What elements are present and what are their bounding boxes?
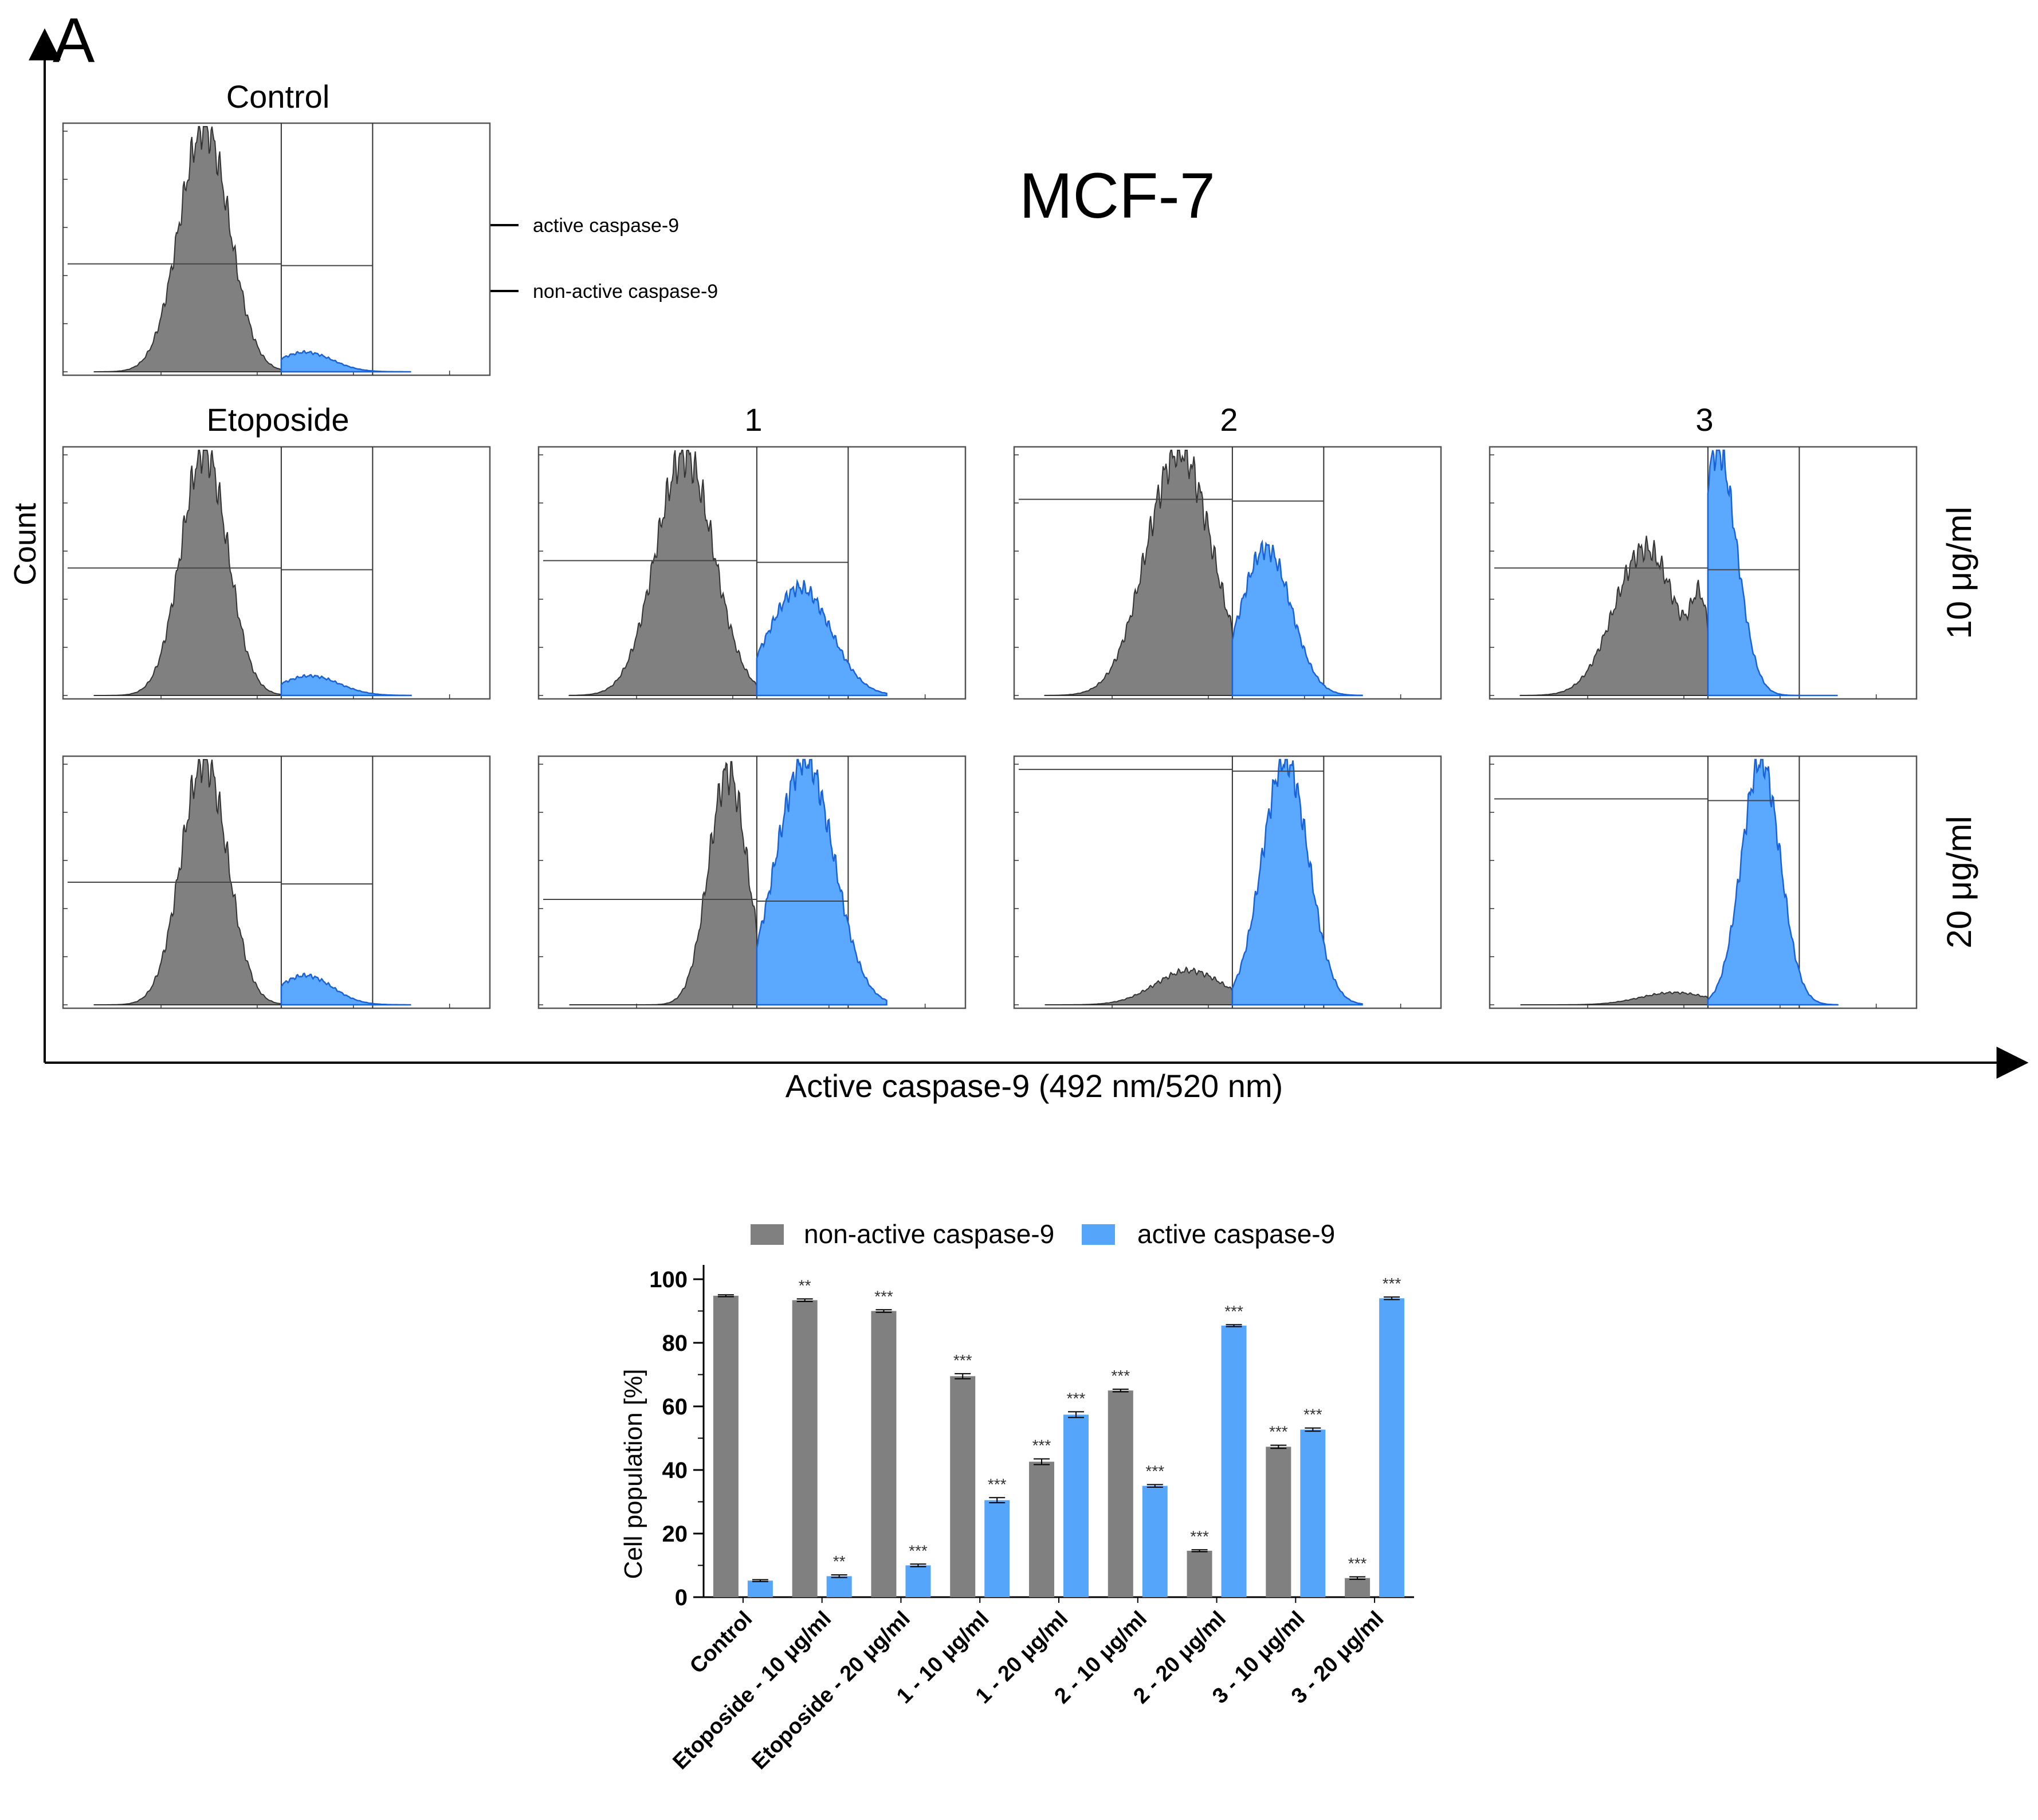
histogram-positive-population — [756, 579, 888, 697]
histogram-negative-population — [1044, 450, 1233, 696]
bar-nonactive-2 — [871, 1311, 897, 1597]
legend-label-nonactive: non-active caspase-9 — [804, 1219, 1054, 1249]
bar-y-tick-label: 20 — [662, 1522, 688, 1547]
significance-label: *** — [1145, 1463, 1164, 1480]
histogram-cpd1-10 — [537, 446, 967, 700]
flow-histograms — [62, 122, 1918, 1009]
histogram-positive-population — [1231, 758, 1363, 1006]
nonactive-annotation-label: non-active caspase-9 — [533, 281, 718, 302]
significance-label: *** — [1348, 1554, 1367, 1572]
column-title-compound-1: 1 — [744, 402, 762, 438]
bar-y-tick-label: 0 — [675, 1585, 688, 1610]
legend-swatch-nonactive — [751, 1224, 784, 1245]
histogram-etoposide-20 — [62, 755, 491, 1009]
bar-active-5 — [1142, 1485, 1168, 1597]
significance-label: *** — [1303, 1406, 1322, 1424]
histogram-positive-population — [280, 972, 411, 1006]
row-label-20: 20 μg/ml — [1940, 816, 1978, 948]
bar-chart-legend: non-active caspase-9 active caspase-9 — [751, 1219, 1335, 1249]
significance-label: *** — [1269, 1423, 1288, 1441]
bar-nonactive-1 — [792, 1300, 818, 1597]
column-title-compound-3: 3 — [1695, 402, 1713, 438]
column-title-control: Control — [226, 78, 330, 115]
bar-category-label: Control — [685, 1607, 757, 1679]
histogram-negative-population — [569, 761, 757, 1005]
histogram-control — [62, 122, 491, 376]
panel-label: A — [53, 5, 95, 76]
flow-axes — [29, 28, 2029, 1079]
bar-active-0 — [747, 1581, 773, 1597]
bar-category-label: Etoposide - 10 μg/ml — [669, 1607, 836, 1774]
bar-active-7 — [1300, 1429, 1326, 1597]
significance-label: *** — [1190, 1527, 1209, 1545]
bar-active-4 — [1063, 1414, 1089, 1597]
histogram-negative-population — [568, 449, 757, 696]
bar-nonactive-5 — [1108, 1390, 1133, 1597]
histogram-positive-population — [756, 758, 888, 1006]
histogram-cpd2-10 — [1013, 446, 1442, 700]
significance-label: *** — [1224, 1302, 1243, 1320]
histogram-negative-population — [1520, 991, 1709, 1005]
histogram-negative-population — [1519, 536, 1709, 696]
bar-category-label: Etoposide - 20 μg/ml — [747, 1607, 914, 1774]
histogram-frame — [62, 122, 491, 376]
histogram-cpd2-20 — [1013, 755, 1442, 1009]
significance-label: *** — [1067, 1389, 1086, 1407]
histogram-etoposide-10 — [62, 446, 491, 700]
significance-label: *** — [909, 1542, 928, 1559]
bar-active-1 — [826, 1576, 852, 1597]
bar-nonactive-3 — [950, 1376, 976, 1597]
bar-y-tick-label: 60 — [662, 1394, 688, 1420]
histogram-cpd3-20 — [1489, 755, 1918, 1009]
active-annotation-label: active caspase-9 — [533, 215, 679, 237]
row-label-10: 10 μg/ml — [1940, 506, 1978, 639]
bar-y-tick-label: 100 — [649, 1267, 688, 1292]
histogram-cpd1-20 — [537, 755, 967, 1009]
histogram-frame — [1013, 755, 1442, 1009]
cell-line-title: MCF-7 — [1019, 160, 1215, 231]
bar-nonactive-8 — [1345, 1578, 1371, 1597]
bar-nonactive-7 — [1266, 1446, 1291, 1597]
histogram-cpd3-10 — [1489, 446, 1918, 700]
histogram-negative-population — [1044, 966, 1233, 1005]
significance-label: *** — [988, 1475, 1007, 1493]
significance-label: *** — [1032, 1437, 1051, 1455]
flow-y-axis-label: Count — [8, 503, 42, 585]
histogram-frame — [1489, 755, 1918, 1009]
flow-x-axis-label: Active caspase-9 (492 nm/520 nm) — [786, 1068, 1283, 1104]
histogram-positive-population — [280, 349, 411, 373]
bar-active-3 — [984, 1500, 1010, 1597]
bar-nonactive-6 — [1187, 1550, 1212, 1597]
histogram-positive-population — [1707, 449, 1838, 697]
significance-label: ** — [833, 1552, 846, 1570]
histogram-positive-population — [280, 674, 412, 697]
bar-y-tick-label: 80 — [662, 1331, 688, 1356]
legend-label-active: active caspase-9 — [1137, 1219, 1335, 1249]
bar-nonactive-0 — [713, 1295, 739, 1597]
significance-label: ** — [799, 1276, 811, 1294]
histogram-frame — [62, 446, 491, 700]
bar-active-8 — [1379, 1298, 1405, 1597]
significance-label: *** — [1111, 1367, 1130, 1385]
bar-active-6 — [1221, 1326, 1247, 1597]
histogram-positive-population — [1231, 539, 1363, 697]
histogram-positive-population — [1707, 758, 1839, 1006]
column-title-compound-2: 2 — [1220, 402, 1238, 438]
histogram-frame — [537, 446, 967, 700]
bar-chart-y-axis-label: Cell population [%] — [619, 1369, 647, 1579]
histogram-negative-population — [93, 126, 282, 372]
significance-label: *** — [1383, 1275, 1401, 1292]
legend-swatch-active — [1082, 1224, 1115, 1245]
bar-chart: 0 20 40 60 80 100 Control ** ** Etoposide - 10 μg… — [649, 1265, 1414, 1774]
histogram-negative-population — [93, 450, 282, 696]
column-title-etoposide: Etoposide — [206, 402, 349, 438]
bar-nonactive-4 — [1029, 1461, 1054, 1597]
bar-y-tick-label: 40 — [662, 1458, 688, 1483]
bar-active-2 — [905, 1565, 931, 1597]
significance-label: *** — [874, 1287, 893, 1305]
significance-label: *** — [953, 1351, 972, 1369]
